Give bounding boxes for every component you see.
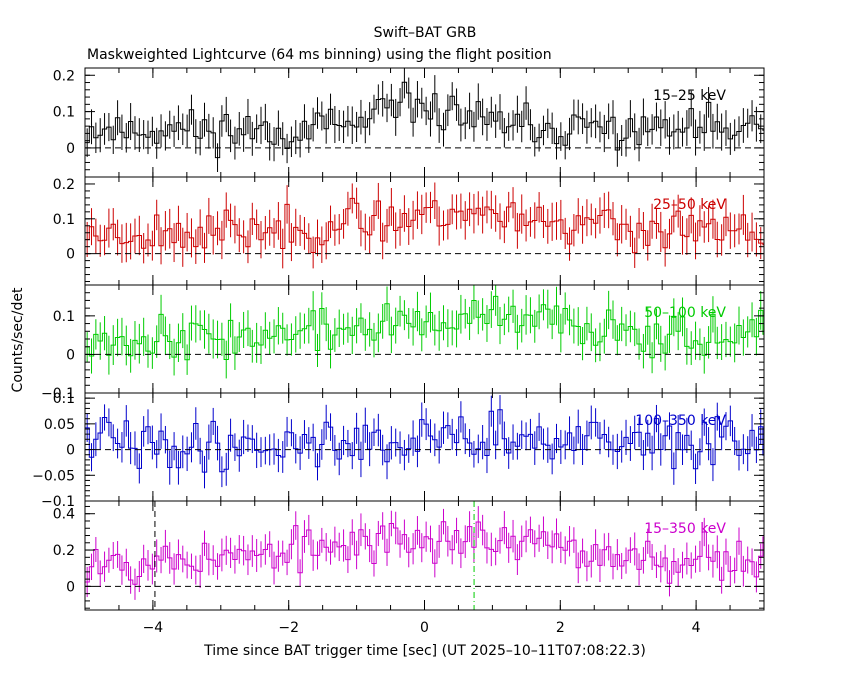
x-tick-label: −4 bbox=[143, 620, 164, 636]
x-axis-label: Time since BAT trigger time [sec] (UT 20… bbox=[203, 643, 646, 659]
chart-subtitle: Maskweighted Lightcurve (64 ms binning) … bbox=[87, 47, 552, 63]
series-3 bbox=[85, 285, 764, 379]
series-1 bbox=[85, 68, 764, 172]
y-tick-label: 0.05 bbox=[44, 417, 75, 433]
y-tick-label: 0.2 bbox=[53, 68, 75, 84]
panel-3: −0.1 0 0.1 50–100 keV bbox=[41, 284, 765, 402]
y-tick-label: 0.2 bbox=[53, 177, 75, 193]
x-tick-label: 0 bbox=[420, 620, 429, 636]
band-label: 15–350 keV bbox=[644, 521, 726, 537]
y-tick-label: 0.1 bbox=[53, 391, 75, 407]
lightcurve-line bbox=[85, 81, 764, 159]
panel-4: −0.1 −0.05 0 0.05 0.1 100–350 keV bbox=[32, 391, 765, 510]
y-tick-label: −0.05 bbox=[32, 468, 75, 484]
panel-2: 0 0.1 0.2 25–50 keV bbox=[53, 176, 765, 286]
panel-frame bbox=[84, 284, 765, 394]
y-tick-label: 0.1 bbox=[53, 105, 75, 121]
band-label: 25–50 keV bbox=[653, 197, 726, 213]
panels-group: 0 0.1 0.2 15–25 keV 0 0.1 0.2 25–50 keV −0.1 0 0.1… bbox=[32, 67, 765, 636]
y-tick-label: 0.1 bbox=[53, 309, 75, 325]
band-label: 15–25 keV bbox=[653, 88, 726, 104]
y-tick-label: 0.1 bbox=[53, 212, 75, 228]
series-5 bbox=[85, 506, 764, 600]
lightcurve-line bbox=[85, 295, 764, 361]
panel-5: 0 0.2 0.4 15–350 keV bbox=[53, 500, 765, 611]
lightcurve-line bbox=[85, 521, 764, 585]
chart-title: Swift–BAT GRB bbox=[374, 25, 477, 41]
y-tick-label: 0.4 bbox=[53, 507, 75, 523]
x-tick-label: 2 bbox=[556, 620, 565, 636]
band-label: 50–100 keV bbox=[644, 305, 726, 321]
y-tick-label: 0 bbox=[66, 443, 75, 459]
series-2 bbox=[85, 182, 764, 269]
y-tick-label: 0 bbox=[66, 347, 75, 363]
y-tick-label: −0.1 bbox=[41, 386, 75, 402]
lightcurve-line bbox=[85, 197, 764, 254]
x-tick-label: 4 bbox=[692, 620, 701, 636]
y-axis-label: Counts/sec/det bbox=[10, 287, 26, 392]
y-tick-label: 0 bbox=[66, 247, 75, 263]
panel-1: 0 0.1 0.2 15–25 keV bbox=[53, 67, 765, 178]
y-tick-label: −0.1 bbox=[41, 494, 75, 510]
y-tick-label: 0 bbox=[66, 141, 75, 157]
y-tick-label: 0 bbox=[66, 579, 75, 595]
x-tick-label: −2 bbox=[278, 620, 299, 636]
lightcurve-line bbox=[85, 409, 764, 473]
y-tick-label: 0.2 bbox=[53, 543, 75, 559]
series-4 bbox=[85, 395, 764, 489]
band-label: 100–350 keV bbox=[635, 413, 726, 429]
